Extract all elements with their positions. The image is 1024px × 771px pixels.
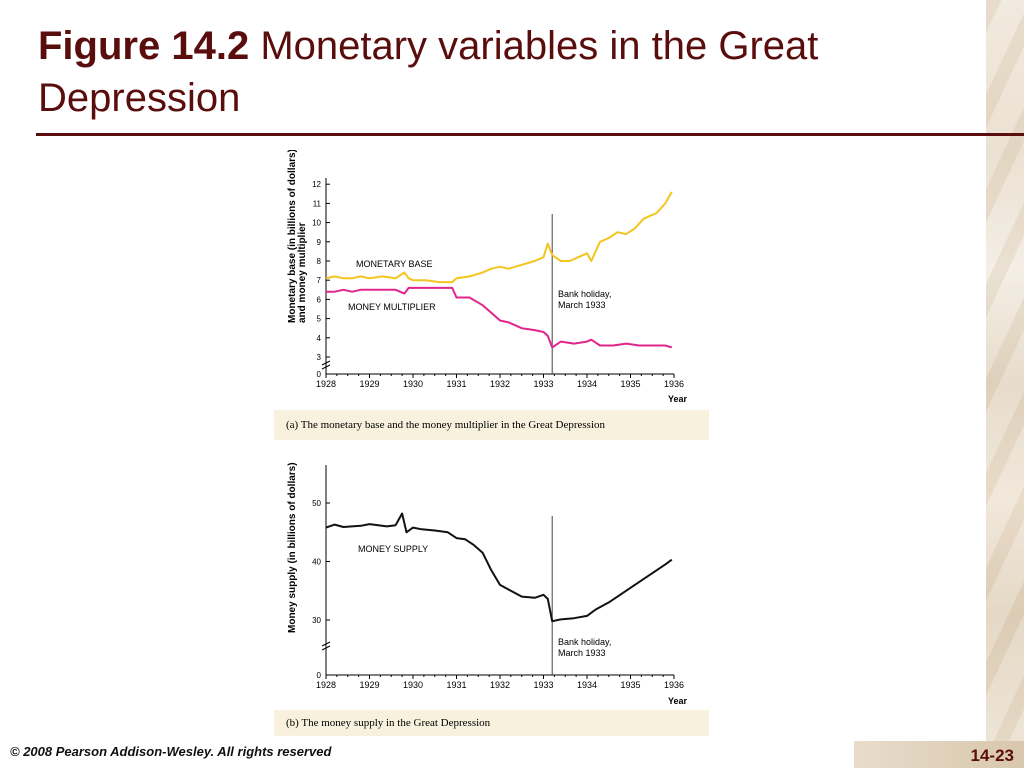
annotation-b-line1: Bank holiday, (558, 637, 611, 647)
caption-a-text: (a) The monetary base and the money mult… (286, 419, 605, 431)
annotation-b-line2: March 1933 (558, 648, 606, 658)
x-tick-label: 1933 (533, 680, 553, 690)
decorative-marble-strip (986, 0, 1024, 768)
x-tick-label: 1935 (620, 680, 640, 690)
caption-a: (a) The monetary base and the money mult… (274, 410, 709, 440)
figure-title: Monetary variables in the Great Depressi… (38, 24, 819, 120)
x-tick-label: 1929 (359, 379, 379, 389)
y-tick-label: 4 (317, 334, 322, 343)
y-tick-label: 8 (317, 257, 322, 266)
chart-a-ylabel-1: Monetary base (in billions of dollars) (287, 150, 298, 323)
chart-b-xlabel: Year (668, 696, 688, 706)
annotation-a-line2: March 1933 (558, 300, 606, 310)
x-tick-label: 1932 (490, 379, 510, 389)
y-tick-label: 6 (317, 295, 322, 304)
x-tick-label: 1929 (359, 680, 379, 690)
page-number: 14-23 (854, 741, 1024, 768)
figure-number: Figure 14.2 (38, 24, 250, 68)
series-label-monetary-base: MONETARY BASE (356, 259, 433, 269)
y-tick-label: 7 (317, 276, 322, 285)
series-line-money-supply (325, 512, 673, 623)
y-tick-label: 30 (312, 616, 321, 625)
annotation-a-line1: Bank holiday, (558, 289, 611, 299)
x-tick-label: 1934 (577, 680, 597, 690)
y-tick-label: 12 (312, 180, 321, 189)
x-tick-label: 1931 (446, 379, 466, 389)
y-tick-label: 50 (312, 499, 321, 508)
series-label-money-supply: MONEY SUPPLY (358, 544, 428, 554)
y-tick-label: 11 (313, 199, 322, 208)
series-label-money-multiplier: MONEY MULTIPLIER (348, 302, 436, 312)
x-tick-label: 1934 (577, 379, 597, 389)
y-tick-label: 9 (317, 238, 322, 247)
chart-b-ylabel: Money supply (in billions of dollars) (287, 462, 298, 633)
chart-b: Money supply (in billions of dollars) 0 3… (287, 462, 688, 706)
page-number-text: 14-23 (970, 746, 1014, 765)
y-tick-label: 0 (317, 370, 322, 379)
title-divider (36, 133, 1024, 136)
chart-a: Monetary base (in billions of dollars) a… (287, 149, 688, 404)
x-tick-label: 1930 (403, 680, 423, 690)
chart-panel-b: Money supply (in billions of dollars) 0 3… (274, 450, 709, 710)
copyright-footer: © 2008 Pearson Addison-Wesley. All right… (10, 744, 332, 759)
x-tick-label: 1928 (316, 680, 336, 690)
y-tick-label: 10 (312, 219, 321, 228)
x-tick-label: 1931 (446, 680, 466, 690)
axis-break-icon (321, 360, 331, 370)
caption-b: (b) The money supply in the Great Depres… (274, 710, 709, 736)
x-tick-label: 1936 (664, 379, 684, 389)
series-line-money-multiplier (326, 286, 673, 349)
y-tick-label: 5 (317, 315, 322, 324)
caption-b-text: (b) The money supply in the Great Depres… (286, 717, 491, 729)
x-tick-label: 1933 (533, 379, 553, 389)
x-tick-label: 1930 (403, 379, 423, 389)
chart-panel-a: Monetary base (in billions of dollars) a… (274, 149, 709, 408)
slide-title: Figure 14.2 Monetary variables in the Gr… (38, 20, 978, 124)
y-tick-label: 3 (317, 353, 322, 362)
x-tick-label: 1932 (490, 680, 510, 690)
axis-break-icon (321, 641, 331, 651)
chart-a-xlabel: Year (668, 394, 688, 404)
series-line-monetary-base (325, 191, 673, 284)
chart-a-ylabel-2: and money multiplier (297, 222, 308, 323)
x-tick-label: 1928 (316, 379, 336, 389)
x-tick-label: 1936 (664, 680, 684, 690)
y-tick-label: 0 (317, 671, 322, 680)
x-tick-label: 1935 (620, 379, 640, 389)
y-tick-label: 40 (312, 558, 321, 567)
